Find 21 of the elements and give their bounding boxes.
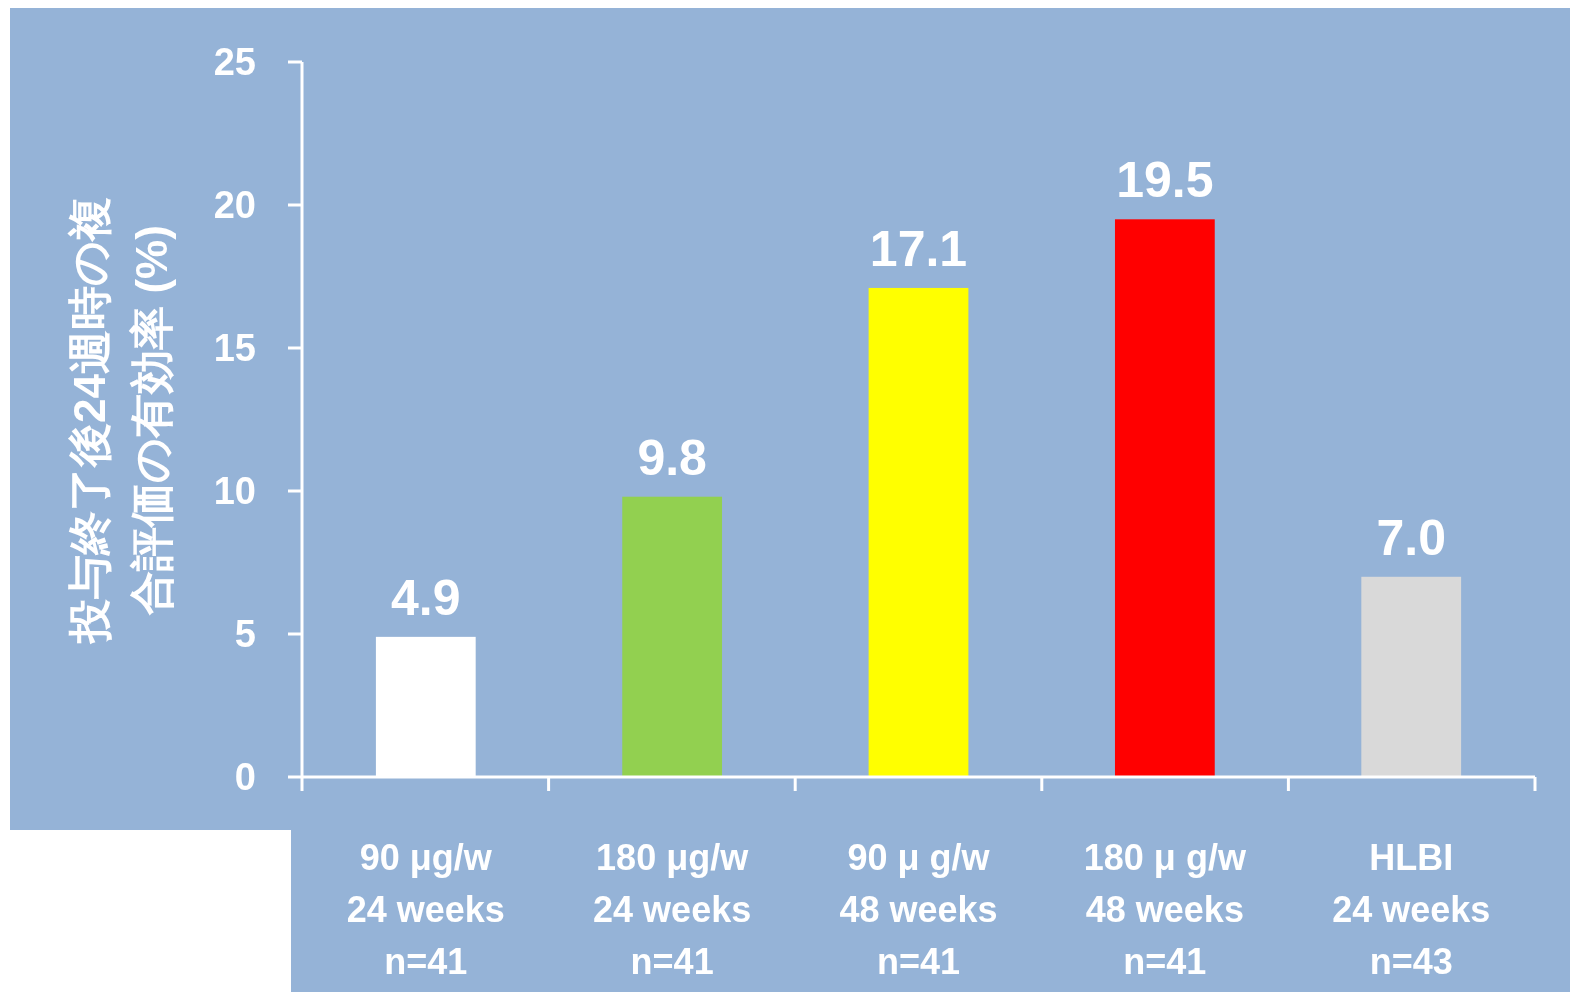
x-tick-label: 180 μg/w 24 weeks n=41	[593, 837, 752, 982]
x-tick-label: HLBI 24 weeks n=43	[1332, 837, 1491, 982]
y-tick-label: 20	[213, 184, 256, 227]
data-label: 17.1	[869, 220, 968, 277]
bar	[1361, 576, 1462, 777]
data-label: 4.9	[391, 569, 461, 626]
x-tick-label: 90 μg/w 24 weeks n=41	[346, 837, 505, 982]
bar	[868, 287, 969, 777]
y-tick-label: 0	[234, 756, 256, 799]
x-tick-label: 90 μ g/w 48 weeks n=41	[839, 837, 998, 982]
y-tick-label: 15	[213, 327, 256, 370]
data-label: 7.0	[1376, 509, 1446, 566]
bar	[1114, 219, 1215, 777]
data-label: 9.8	[637, 429, 707, 486]
y-tick-label: 10	[213, 470, 256, 513]
y-axis-title: 投与終了後24週時の複合評価の有効率 (%)	[65, 197, 176, 645]
bar	[622, 496, 723, 777]
x-tick-label: 180 μ g/w 48 weeks n=41	[1083, 837, 1247, 982]
y-tick-label: 5	[234, 613, 256, 656]
y-tick-label: 25	[213, 41, 256, 84]
data-label: 19.5	[1116, 152, 1214, 209]
